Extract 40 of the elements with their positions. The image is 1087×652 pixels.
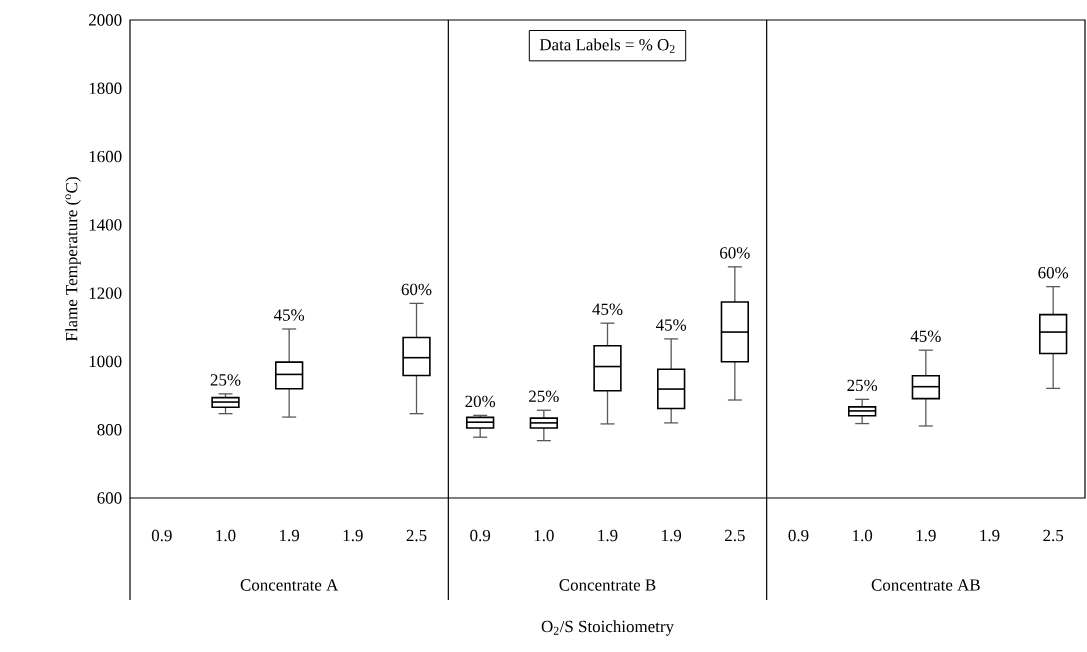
y-tick-label: 1000: [89, 355, 122, 368]
x-tick-label: 1.0: [534, 529, 554, 542]
x-tick-label: 2.5: [1043, 529, 1064, 542]
text: 45%: [910, 330, 941, 342]
text: Concentrate A: [240, 579, 339, 591]
y-tick-label: 1200: [89, 287, 122, 299]
text: 25%: [210, 374, 241, 386]
text: 45%: [592, 303, 623, 315]
x-axis-title: O$_{2}$/S Stoichiometry: [541, 620, 674, 636]
x-tick-label: 2.5: [725, 529, 745, 542]
x-tick-label: 0.9: [151, 529, 172, 542]
x-tick-label: 1.0: [216, 529, 236, 542]
text: 20%: [465, 395, 496, 408]
text: 60%: [401, 283, 432, 296]
x-tick-label: 1.9: [662, 529, 682, 542]
text: Concentrate AB: [871, 579, 980, 591]
x-tick-label: 0.9: [788, 529, 809, 542]
x-tick-label: 1.9: [980, 529, 1000, 542]
y-tick-label: 1600: [89, 150, 122, 163]
y-tick-label: 1800: [89, 82, 122, 94]
y-tick-label: 2000: [89, 14, 122, 26]
text: 45%: [655, 319, 687, 331]
x-tick-label: 1.0: [853, 529, 873, 542]
text: 25%: [847, 379, 878, 392]
x-tick-label: 1.9: [280, 529, 300, 542]
annotation: Data Labels = % O$_{2}$: [539, 38, 675, 53]
x-tick-label: 1.9: [598, 529, 618, 542]
y-axis-title: Flame Temperature ($^{o}$C): [65, 177, 81, 342]
x-tick-label: 1.9: [343, 529, 363, 542]
text: 60%: [720, 247, 750, 259]
y-tick-label: 1400: [89, 219, 122, 231]
text: 60%: [1038, 266, 1069, 279]
text: 25%: [529, 390, 559, 403]
y-tick-label: 600: [97, 492, 122, 504]
text: Concentrate B: [559, 579, 656, 591]
x-tick-label: 2.5: [406, 529, 427, 542]
x-tick-label: 1.9: [916, 529, 936, 542]
y-tick-label: 800: [97, 424, 122, 436]
x-tick-label: 0.9: [470, 529, 491, 542]
text: 45%: [273, 309, 305, 321]
